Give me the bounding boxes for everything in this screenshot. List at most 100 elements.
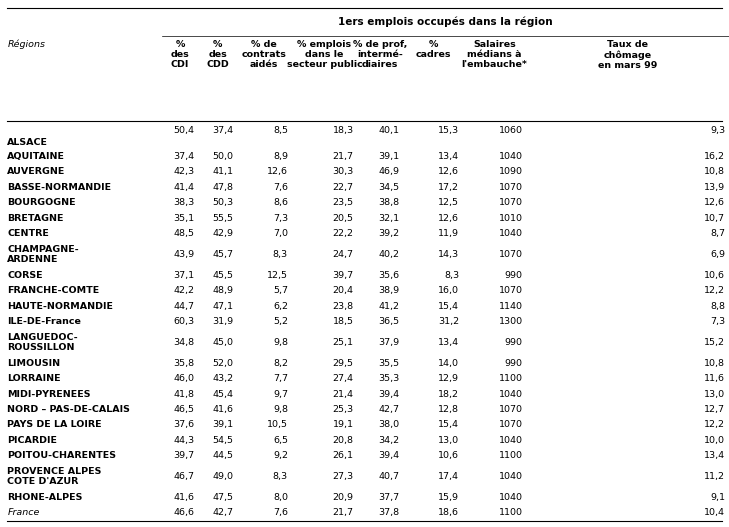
Text: 9,8: 9,8 <box>273 405 288 414</box>
Text: 1040: 1040 <box>499 472 523 481</box>
Text: 37,4: 37,4 <box>212 126 233 135</box>
Text: 35,1: 35,1 <box>174 213 195 222</box>
Text: ILE-DE-France: ILE-DE-France <box>7 317 81 326</box>
Text: 9,8: 9,8 <box>273 338 288 347</box>
Text: 42,3: 42,3 <box>174 167 195 176</box>
Text: 1090: 1090 <box>499 167 523 176</box>
Text: 20,9: 20,9 <box>332 493 354 502</box>
Text: 30,3: 30,3 <box>332 167 354 176</box>
Text: 47,8: 47,8 <box>212 183 233 192</box>
Text: 8,2: 8,2 <box>273 359 288 368</box>
Text: Taux de
chômage
en mars 99: Taux de chômage en mars 99 <box>598 40 658 70</box>
Text: CENTRE: CENTRE <box>7 229 49 238</box>
Text: 6,9: 6,9 <box>710 250 725 259</box>
Text: 50,3: 50,3 <box>212 198 233 207</box>
Text: 9,1: 9,1 <box>710 493 725 502</box>
Text: 22,7: 22,7 <box>332 183 354 192</box>
Text: 38,8: 38,8 <box>378 198 399 207</box>
Text: 8,5: 8,5 <box>273 126 288 135</box>
Text: 23,5: 23,5 <box>332 198 354 207</box>
Text: 18,2: 18,2 <box>438 389 459 398</box>
Text: 1100: 1100 <box>499 374 523 383</box>
Text: 52,0: 52,0 <box>212 359 233 368</box>
Text: 29,5: 29,5 <box>332 359 354 368</box>
Text: 13,0: 13,0 <box>704 389 725 398</box>
Text: % de prof,
intermé-
diaires: % de prof, intermé- diaires <box>353 40 408 70</box>
Text: 39,2: 39,2 <box>378 229 399 238</box>
Text: 15,2: 15,2 <box>704 338 725 347</box>
Text: 15,9: 15,9 <box>438 493 459 502</box>
Text: 10,8: 10,8 <box>704 359 725 368</box>
Text: 21,7: 21,7 <box>332 509 354 518</box>
Text: 22,2: 22,2 <box>332 229 354 238</box>
Text: 13,0: 13,0 <box>438 436 459 445</box>
Text: 1100: 1100 <box>499 451 523 460</box>
Text: 10,6: 10,6 <box>438 451 459 460</box>
Text: 990: 990 <box>504 359 523 368</box>
Text: 48,5: 48,5 <box>174 229 195 238</box>
Text: 38,9: 38,9 <box>378 286 399 295</box>
Text: 38,0: 38,0 <box>378 421 399 430</box>
Text: 35,6: 35,6 <box>378 271 399 280</box>
Text: 10,4: 10,4 <box>704 509 725 518</box>
Text: CHAMPAGNE-
ARDENNE: CHAMPAGNE- ARDENNE <box>7 245 79 264</box>
Text: 45,5: 45,5 <box>212 271 233 280</box>
Text: 1070: 1070 <box>499 198 523 207</box>
Text: 39,1: 39,1 <box>212 421 233 430</box>
Text: 38,3: 38,3 <box>174 198 195 207</box>
Text: 41,4: 41,4 <box>174 183 195 192</box>
Text: 6,5: 6,5 <box>273 436 288 445</box>
Text: 12,6: 12,6 <box>438 167 459 176</box>
Text: 990: 990 <box>504 338 523 347</box>
Text: 9,3: 9,3 <box>710 126 725 135</box>
Text: 42,7: 42,7 <box>378 405 399 414</box>
Text: PAYS DE LA LOIRE: PAYS DE LA LOIRE <box>7 421 102 430</box>
Text: 13,4: 13,4 <box>438 338 459 347</box>
Text: 20,4: 20,4 <box>332 286 354 295</box>
Text: 11,2: 11,2 <box>704 472 725 481</box>
Text: 1040: 1040 <box>499 493 523 502</box>
Text: 23,8: 23,8 <box>332 301 354 310</box>
Text: 21,4: 21,4 <box>332 389 354 398</box>
Text: FRANCHE-COMTE: FRANCHE-COMTE <box>7 286 100 295</box>
Text: 8,3: 8,3 <box>444 271 459 280</box>
Text: 37,8: 37,8 <box>378 509 399 518</box>
Text: 10,0: 10,0 <box>704 436 725 445</box>
Text: 37,7: 37,7 <box>378 493 399 502</box>
Text: MIDI-PYRENEES: MIDI-PYRENEES <box>7 389 91 398</box>
Text: 24,7: 24,7 <box>332 250 354 259</box>
Text: 12,9: 12,9 <box>438 374 459 383</box>
Text: 45,0: 45,0 <box>212 338 233 347</box>
Text: 34,5: 34,5 <box>378 183 399 192</box>
Text: 1100: 1100 <box>499 509 523 518</box>
Text: 39,4: 39,4 <box>378 451 399 460</box>
Text: Salaires
médians à
l'embauche*: Salaires médians à l'embauche* <box>461 40 528 70</box>
Text: 35,3: 35,3 <box>378 374 399 383</box>
Text: 1070: 1070 <box>499 421 523 430</box>
Text: 8,3: 8,3 <box>273 472 288 481</box>
Text: 7,7: 7,7 <box>273 374 288 383</box>
Text: 20,5: 20,5 <box>332 213 354 222</box>
Text: 14,3: 14,3 <box>438 250 459 259</box>
Text: 35,8: 35,8 <box>174 359 195 368</box>
Text: POITOU-CHARENTES: POITOU-CHARENTES <box>7 451 117 460</box>
Text: 18,3: 18,3 <box>332 126 354 135</box>
Text: BOURGOGNE: BOURGOGNE <box>7 198 76 207</box>
Text: 5,2: 5,2 <box>273 317 288 326</box>
Text: 27,3: 27,3 <box>332 472 354 481</box>
Text: 1070: 1070 <box>499 250 523 259</box>
Text: 45,7: 45,7 <box>212 250 233 259</box>
Text: 18,6: 18,6 <box>438 509 459 518</box>
Text: 1010: 1010 <box>499 213 523 222</box>
Text: 13,9: 13,9 <box>704 183 725 192</box>
Text: 37,1: 37,1 <box>174 271 195 280</box>
Text: 34,8: 34,8 <box>174 338 195 347</box>
Text: NORD – PAS-DE-CALAIS: NORD – PAS-DE-CALAIS <box>7 405 130 414</box>
Text: 46,5: 46,5 <box>174 405 195 414</box>
Text: 20,8: 20,8 <box>332 436 354 445</box>
Text: 31,9: 31,9 <box>212 317 233 326</box>
Text: 37,4: 37,4 <box>174 152 195 161</box>
Text: 16,0: 16,0 <box>438 286 459 295</box>
Text: 10,5: 10,5 <box>267 421 288 430</box>
Text: 1060: 1060 <box>499 126 523 135</box>
